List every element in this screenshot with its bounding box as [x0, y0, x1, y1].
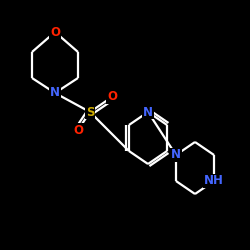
- Text: O: O: [73, 124, 83, 136]
- Text: NH: NH: [204, 174, 224, 188]
- Text: O: O: [50, 26, 60, 38]
- Text: N: N: [143, 106, 153, 118]
- Text: S: S: [86, 106, 94, 118]
- Text: O: O: [107, 90, 117, 104]
- Text: N: N: [50, 86, 60, 100]
- Text: N: N: [171, 148, 181, 162]
